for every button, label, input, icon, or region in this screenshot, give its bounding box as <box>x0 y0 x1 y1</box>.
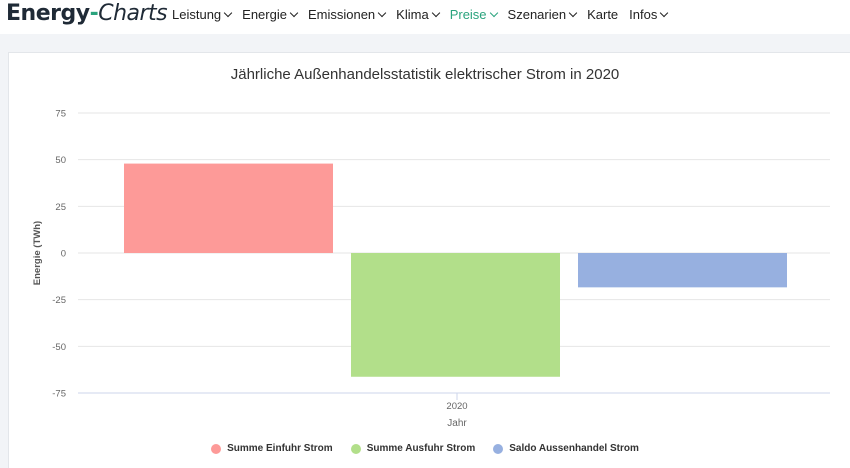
main-menu: Leistung Energie Emissionen Klima Preise Szen… <box>172 7 678 22</box>
energy-charts-logo[interactable]: Energy-Charts <box>6 1 168 26</box>
nav-item-label: Emissionen <box>307 7 376 22</box>
nav-item-label: Szenarien <box>507 7 567 22</box>
nav-item-label: Leistung <box>172 7 222 22</box>
legend-item[interactable]: Summe Ausfuhr Strom <box>350 443 476 454</box>
bar-summe-ausfuhr-strom <box>351 253 560 377</box>
nav-item-emissionen[interactable]: Emissionen <box>307 7 387 22</box>
chart-title: Jährliche Außenhandelsstatistik elektris… <box>230 66 620 83</box>
nav-item-label: Energie <box>242 7 287 22</box>
legend-label: Summe Einfuhr Strom <box>227 443 333 454</box>
legend-marker <box>350 443 361 454</box>
top-navigation-bar: Energy-Charts Leistung Energie Emissionen K… <box>0 0 850 34</box>
y-axis-title: Energie (TWh) <box>32 221 43 285</box>
legend-item[interactable]: Saldo Aussenhandel Strom <box>493 443 639 454</box>
nav-item-label: Karte <box>587 7 619 22</box>
bar-summe-einfuhr-strom <box>124 163 333 253</box>
legend-label: Summe Ausfuhr Strom <box>366 443 476 454</box>
legend-label: Saldo Aussenhandel Strom <box>509 443 639 454</box>
y-tick-label: 0 <box>61 249 66 260</box>
nav-item-infos[interactable]: Infos <box>629 7 669 22</box>
nav-item-energie[interactable]: Energie <box>242 7 299 22</box>
nav-item-klima[interactable]: Klima <box>396 7 440 22</box>
nav-item-leistung[interactable]: Leistung <box>172 7 233 22</box>
y-tick-label: -25 <box>52 295 66 306</box>
y-tick-label: -50 <box>52 342 66 353</box>
y-tick-label: 50 <box>55 155 66 166</box>
nav-item-label: Preise <box>449 7 487 22</box>
nav-item-preise[interactable]: Preise <box>449 7 498 22</box>
legend-item[interactable]: Summe Einfuhr Strom <box>211 443 333 454</box>
nav-item-label: Klima <box>396 7 429 22</box>
legend-marker <box>211 443 222 454</box>
y-tick-label: 75 <box>55 109 66 120</box>
chart-legend: Summe Einfuhr Strom Summe Ausfuhr Strom Sa… <box>0 443 850 454</box>
nav-item-label: Infos <box>629 7 658 22</box>
bar-saldo-aussenhandel-strom <box>578 253 787 288</box>
nav-item-szenarien[interactable]: Szenarien <box>507 7 578 22</box>
y-tick-label: 25 <box>55 202 66 213</box>
x-tick-label: 2020 <box>446 401 467 412</box>
legend-marker <box>493 443 504 454</box>
nav-item-karte[interactable]: Karte <box>587 7 618 22</box>
y-tick-label: -75 <box>52 389 66 400</box>
x-axis-title: Jahr <box>447 418 467 429</box>
